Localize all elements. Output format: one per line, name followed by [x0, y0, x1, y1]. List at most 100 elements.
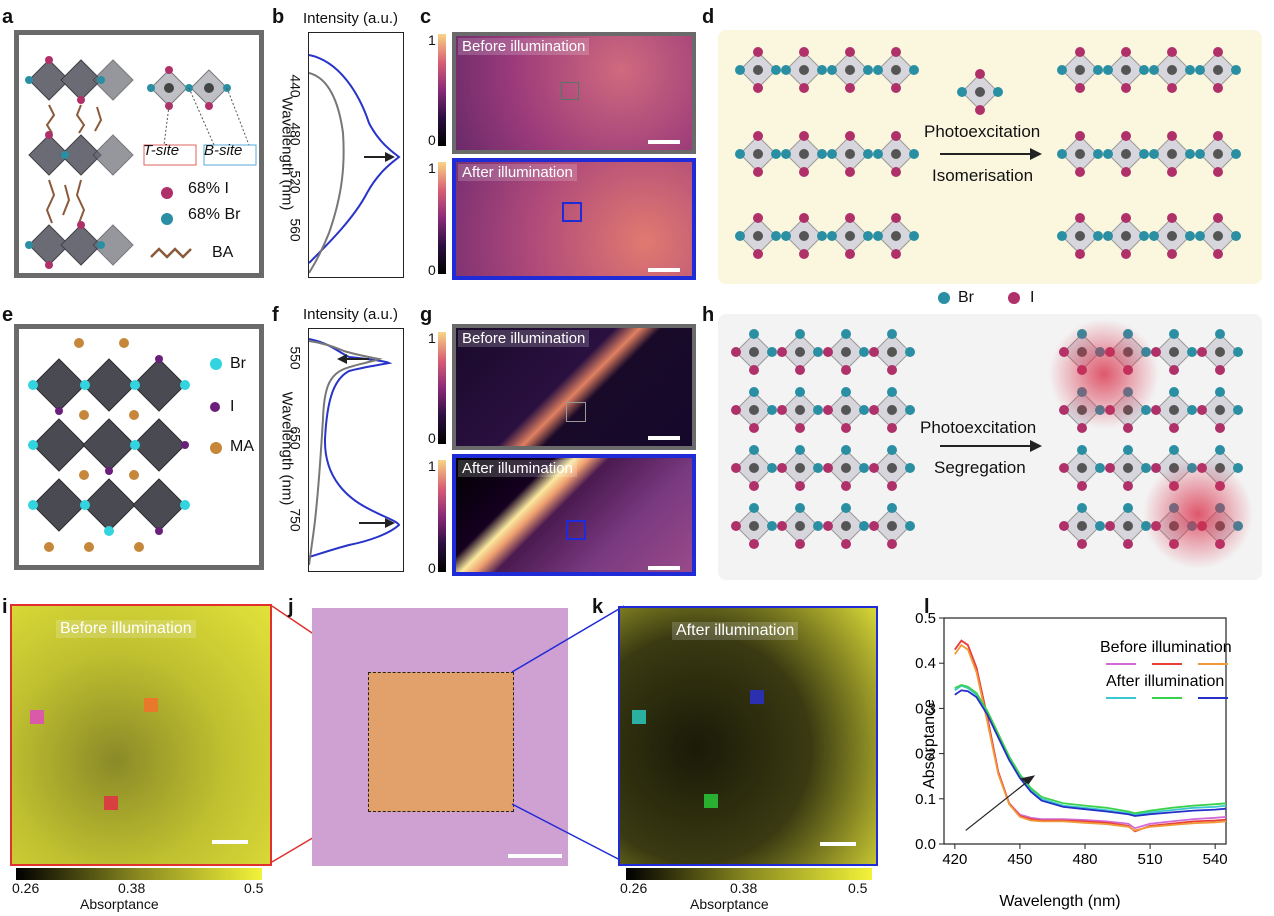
- panel-letter-f: f: [272, 304, 279, 326]
- panel-g-before-label: Before illumination: [458, 330, 590, 347]
- panel-letter-h: h: [702, 304, 715, 326]
- series-line-before-2: [954, 643, 1227, 832]
- panel-k-cb-label: Absorptance: [690, 896, 769, 912]
- panel-letter-e: e: [2, 304, 14, 326]
- panel-b-tick-560: 560: [287, 218, 304, 242]
- panel-c-cb-bottom-0: 0: [428, 262, 436, 278]
- y-tick-label: 0.2: [915, 746, 936, 763]
- panel-c-after-scalebar: [648, 268, 680, 272]
- crystal-structure-e: [28, 338, 190, 552]
- panel-e-legend-i: I: [230, 398, 235, 415]
- panel-d-lattice: [734, 46, 1242, 260]
- panel-i-roi-red: [104, 796, 118, 810]
- panel-g-cb-bottom-0: 0: [428, 560, 436, 576]
- panel-b-frame: [308, 32, 404, 278]
- panel-l-legend-after: After illumination: [1106, 673, 1224, 690]
- panel-g-before-image: Before illumination: [452, 324, 696, 450]
- panel-d-legend-i: I: [1030, 289, 1035, 306]
- panel-h-segregation: Segregation: [934, 458, 1026, 477]
- y-tick-label: 0.4: [915, 655, 936, 672]
- panel-f-tick-550: 550: [287, 346, 304, 370]
- panel-c-colorbar-bottom: [438, 162, 446, 274]
- x-tick-label: 450: [1007, 851, 1032, 868]
- panel-g-after-label: After illumination: [458, 460, 577, 477]
- panel-k-image: After illumination: [618, 606, 878, 866]
- panel-i-colorbar: [16, 868, 262, 880]
- panel-i-image: Before illumination: [10, 604, 272, 866]
- panel-g-cb-bottom-1: 1: [428, 458, 436, 474]
- panel-k-roi-green: [704, 794, 718, 808]
- panel-f-ylabel: Wavelength (nm): [278, 391, 296, 506]
- panel-b-tick-440: 440: [287, 74, 304, 98]
- t-site-label: T-site: [143, 142, 180, 159]
- x-tick-label: 540: [1203, 851, 1228, 868]
- panel-f-frame: [308, 328, 404, 572]
- panel-k-roi-blue: [750, 690, 764, 704]
- panel-h-lattice: [730, 319, 1253, 569]
- panel-d-isomerisation: Isomerisation: [932, 166, 1034, 185]
- panel-letter-l: l: [924, 596, 930, 618]
- panel-c-cb-top-1: 1: [428, 32, 436, 48]
- y-tick-label: 0.5: [915, 610, 936, 627]
- panel-i-roi-magenta: [30, 710, 44, 724]
- series-line-after-4: [954, 683, 1227, 815]
- panel-c-before-label: Before illumination: [458, 38, 590, 55]
- panel-e-legend-br: Br: [230, 355, 246, 372]
- panel-b-ylabel: Wavelength (nm): [278, 96, 296, 211]
- panel-c-colorbar-top: [438, 34, 446, 146]
- crystal-structure-a: [25, 56, 257, 269]
- panel-g-cb-top-0: 0: [428, 430, 436, 446]
- legend-ba: BA: [212, 244, 234, 261]
- panel-b-intensity-label: Intensity (a.u.): [303, 10, 399, 27]
- panel-j-sample-region: [368, 672, 514, 812]
- panel-k-cb-max: 0.5: [848, 880, 868, 896]
- b-site-label: B-site: [204, 142, 243, 159]
- panel-e-ma-icon: [210, 442, 222, 454]
- y-tick-label: 0.1: [915, 791, 936, 808]
- panel-letter-c: c: [420, 6, 432, 28]
- panel-k-scalebar: [820, 842, 856, 846]
- panel-d-legend-br: Br: [958, 289, 974, 306]
- panel-f-spectrum: [308, 338, 401, 566]
- panel-e-frame: [14, 324, 264, 570]
- panel-c-after-roi: [562, 202, 582, 222]
- panel-g-after-roi: [566, 520, 586, 540]
- panel-d-background: [718, 30, 1262, 284]
- panel-letter-k: k: [592, 596, 604, 618]
- panel-c-before-image: Before illumination: [452, 32, 696, 154]
- panel-i-cb-max: 0.5: [244, 880, 264, 896]
- legend-68-br: 68% Br: [188, 206, 241, 223]
- panel-e-legend-ma: MA: [230, 438, 254, 455]
- legend-68-i: 68% I: [188, 180, 229, 197]
- panel-g-before-scalebar: [648, 436, 680, 440]
- panel-e-br-icon: [210, 358, 222, 370]
- panel-g-after-image: After illumination: [452, 454, 696, 576]
- i-legend-icon: [1008, 292, 1020, 304]
- panel-h-background: [718, 314, 1262, 580]
- x-tick-label: 420: [942, 851, 967, 868]
- trend-arrow-line: [965, 780, 1029, 831]
- panel-g-cb-top-1: 1: [428, 330, 436, 346]
- panel-g-before-roi: [566, 402, 586, 422]
- panel-i-cb-min: 0.26: [12, 880, 40, 896]
- series-line-before-1: [954, 639, 1227, 833]
- series-line-after-5: [954, 689, 1227, 817]
- panel-c-before-scalebar: [648, 140, 680, 144]
- series-line-before-0: [954, 639, 1227, 830]
- panel-letter-a: a: [2, 6, 14, 28]
- panel-d-photoexcitation: Photoexcitation: [924, 122, 1041, 141]
- panel-e-i-icon: [210, 402, 220, 412]
- panel-letter-d: d: [702, 6, 715, 28]
- panel-k-colorbar: [626, 868, 872, 880]
- series-line-after-3: [954, 684, 1227, 816]
- y-tick-label: 0.3: [915, 700, 936, 717]
- panel-i-cb-label: Absorptance: [80, 896, 159, 912]
- panel-k-roi-teal: [632, 710, 646, 724]
- panel-l-legend-before: Before illumination: [1100, 639, 1232, 656]
- panel-letter-i: i: [2, 596, 8, 618]
- panel-k-label: After illumination: [672, 622, 799, 640]
- panel-g-colorbar-bottom: [438, 460, 446, 572]
- panel-f-tick-750: 750: [287, 508, 304, 532]
- y-tick-label: 0.0: [915, 836, 936, 853]
- x-tick-label: 480: [1072, 851, 1097, 868]
